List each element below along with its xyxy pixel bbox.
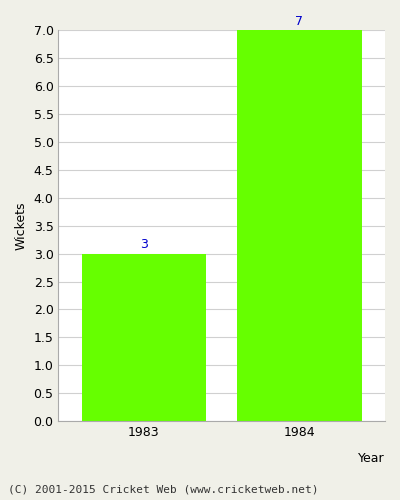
Bar bbox=[82, 254, 206, 421]
Y-axis label: Wickets: Wickets bbox=[15, 202, 28, 250]
Bar bbox=[237, 30, 362, 421]
Text: 3: 3 bbox=[140, 238, 148, 252]
Text: 7: 7 bbox=[296, 15, 304, 28]
Text: Year: Year bbox=[358, 452, 385, 466]
Text: (C) 2001-2015 Cricket Web (www.cricketweb.net): (C) 2001-2015 Cricket Web (www.cricketwe… bbox=[8, 485, 318, 495]
